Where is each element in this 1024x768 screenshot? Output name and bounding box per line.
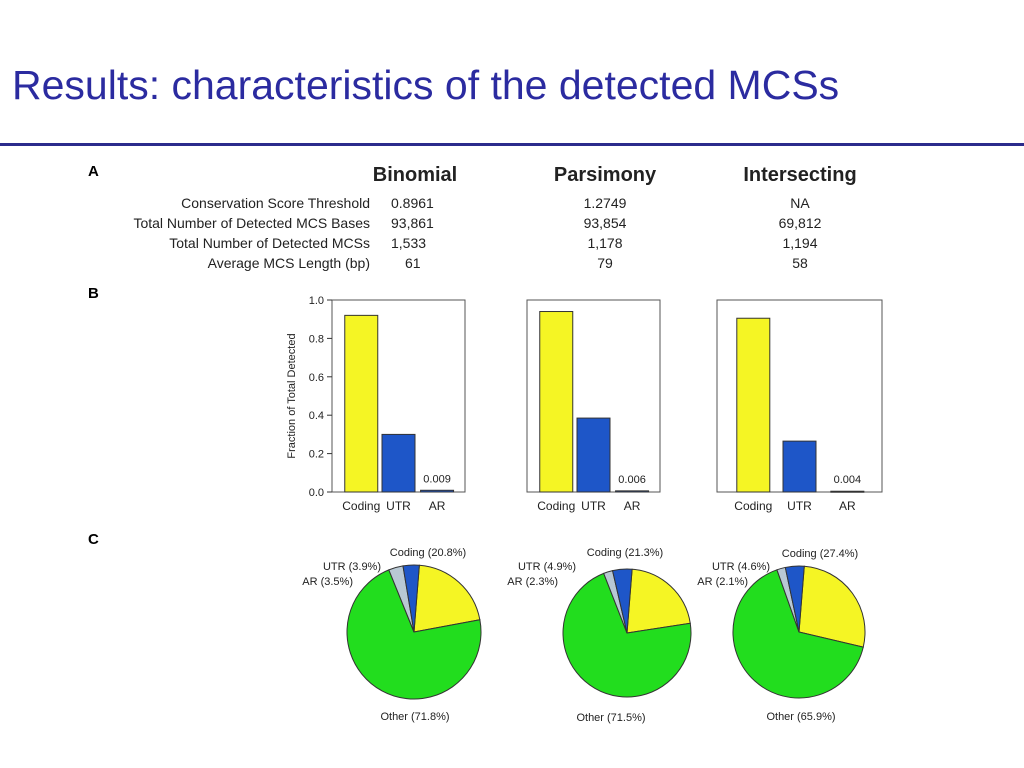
bar-3-ar <box>830 490 865 493</box>
panel-label-c: C <box>88 531 99 548</box>
y-tick-label: 0.4 <box>309 410 324 422</box>
row-label-bases: Total Number of Detected MCS Bases <box>133 215 370 231</box>
slide-title: Results: characteristics of the detected… <box>12 62 840 108</box>
x-tick-label: Coding <box>342 499 380 513</box>
cell-parsimony-length: 79 <box>597 255 613 271</box>
pie-3-slice-coding <box>798 565 866 648</box>
title-divider <box>0 143 1024 146</box>
bar-data-label: 0.006 <box>618 474 646 486</box>
panel-label-b: B <box>88 285 99 302</box>
charts-canvas: Coding UTR AR 0.009 0.0 0.2 0.4 0.6 0.8 1.0 Fracti… <box>286 295 883 724</box>
column-header-parsimony: Parsimony <box>553 164 657 186</box>
pie-label-utr: UTR (4.9%) <box>518 561 576 573</box>
bar-3-utr <box>782 440 817 493</box>
y-tick-label: 0.6 <box>309 372 324 384</box>
cell-intersecting-bases: 69,812 <box>778 215 822 231</box>
bar-1-utr <box>381 433 416 493</box>
pie-label-ar: AR (2.3%) <box>507 576 558 588</box>
x-tick-label: AR <box>839 499 856 513</box>
panel-label-a: A <box>88 163 99 180</box>
pie-label-coding: Coding (27.4%) <box>782 548 858 560</box>
pie-label-utr: UTR (4.6%) <box>712 561 770 573</box>
cell-parsimony-bases: 93,854 <box>583 215 627 231</box>
cell-intersecting-length: 58 <box>792 255 808 271</box>
pie-label-other: Other (71.5%) <box>576 712 645 724</box>
bar-2-coding <box>539 311 574 493</box>
cell-intersecting-threshold: NA <box>790 195 810 211</box>
y-tick-label: 0.2 <box>309 449 324 461</box>
pie-label-other: Other (71.8%) <box>380 711 449 723</box>
pie-3-slice-utr <box>784 565 805 633</box>
x-tick-label: AR <box>624 499 641 513</box>
cell-intersecting-mcss: 1,194 <box>782 235 818 251</box>
cell-parsimony-threshold: 1.2749 <box>583 195 627 211</box>
x-tick-label: UTR <box>386 499 411 513</box>
x-tick-label: UTR <box>787 499 812 513</box>
y-tick-label: 1.0 <box>309 295 324 307</box>
bar-1-coding <box>344 314 379 493</box>
x-tick-label: AR <box>429 499 446 513</box>
pie-label-other: Other (65.9%) <box>766 711 835 723</box>
y-tick-label: 0.8 <box>309 333 324 345</box>
bar-data-label: 0.009 <box>423 473 451 485</box>
figure: A Binomial Parsimony Intersecting Conser… <box>85 155 887 725</box>
column-header-binomial: Binomial <box>372 164 458 186</box>
pie-1-slice-coding <box>413 564 481 633</box>
y-axis-label: Fraction of Total Detected <box>286 333 298 458</box>
cell-binomial-length: 61 <box>405 255 421 271</box>
y-tick-label: 0.0 <box>309 487 324 499</box>
column-header-intersecting: Intersecting <box>743 164 857 186</box>
pie-2-slice-other <box>562 572 692 698</box>
pie-label-coding: Coding (21.3%) <box>587 547 663 559</box>
cell-binomial-threshold: 0.8961 <box>391 195 434 211</box>
bar-1-ar <box>420 489 455 493</box>
row-label-length: Average MCS Length (bp) <box>207 255 370 271</box>
cell-binomial-bases: 93,861 <box>391 215 434 231</box>
x-tick-label: UTR <box>581 499 606 513</box>
pie-label-ar: AR (2.1%) <box>697 576 748 588</box>
x-tick-label: Coding <box>537 499 575 513</box>
bar-3-coding <box>736 317 771 493</box>
pie-2-slice-utr <box>611 568 633 634</box>
row-label-mcss: Total Number of Detected MCSs <box>169 235 370 251</box>
pie-1-slice-utr <box>402 564 420 633</box>
pie-label-ar: AR (3.5%) <box>302 576 353 588</box>
pie-label-coding: Coding (20.8%) <box>390 547 466 559</box>
pie-2-slice-coding <box>626 568 691 634</box>
cell-binomial-mcss: 1,533 <box>391 235 427 251</box>
bar-2-utr <box>576 417 611 493</box>
x-tick-label: Coding <box>734 499 772 513</box>
bar-2-ar <box>615 490 650 493</box>
cell-parsimony-mcss: 1,178 <box>587 235 623 251</box>
pie-3-slice-other <box>732 569 864 699</box>
pie-1-slice-other <box>346 569 482 700</box>
pie-label-utr: UTR (3.9%) <box>323 561 381 573</box>
row-label-threshold: Conservation Score Threshold <box>181 195 370 211</box>
bar-data-label: 0.004 <box>834 474 862 486</box>
